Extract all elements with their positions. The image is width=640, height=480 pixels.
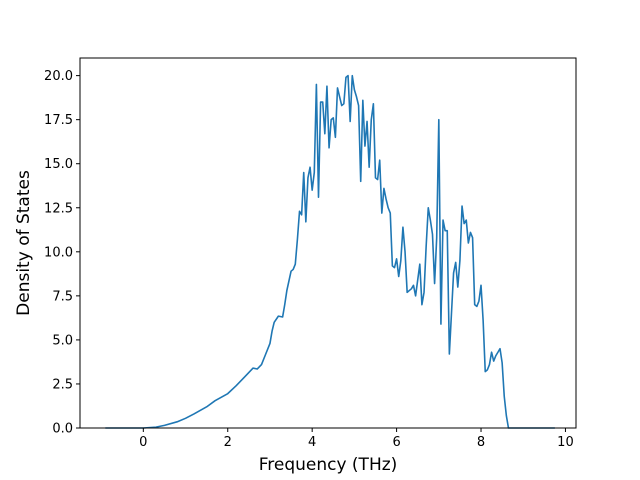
y-tick-label: 17.5 — [44, 113, 73, 128]
y-axis-label: Density of States — [14, 170, 34, 316]
x-axis-label: Frequency (THz) — [259, 455, 398, 475]
x-tick-label: 2 — [224, 435, 232, 450]
x-axis-ticks: 0 2 4 6 8 10 — [139, 428, 574, 450]
series-line-0 — [105, 74, 555, 429]
y-tick-label: 2.5 — [52, 377, 73, 392]
y-tick-label: 15.0 — [44, 157, 73, 172]
series-layer — [105, 74, 555, 429]
y-tick-label: 7.5 — [52, 289, 73, 304]
x-tick-label: 8 — [477, 435, 485, 450]
y-tick-label: 0.0 — [52, 422, 73, 437]
y-axis-ticks: 0.0 2.5 5.0 7.5 10.0 12.5 15.0 17.5 20.0 — [44, 69, 80, 437]
y-tick-label: 12.5 — [44, 201, 73, 216]
x-tick-label: 6 — [392, 435, 400, 450]
x-tick-label: 4 — [308, 435, 316, 450]
axes-frame — [79, 57, 577, 429]
y-tick-label: 10.0 — [44, 245, 73, 260]
x-tick-label: 0 — [139, 435, 147, 450]
y-tick-label: 20.0 — [44, 69, 73, 84]
plot-area — [79, 57, 577, 429]
y-tick-label: 5.0 — [52, 333, 73, 348]
x-tick-label: 10 — [557, 435, 574, 450]
